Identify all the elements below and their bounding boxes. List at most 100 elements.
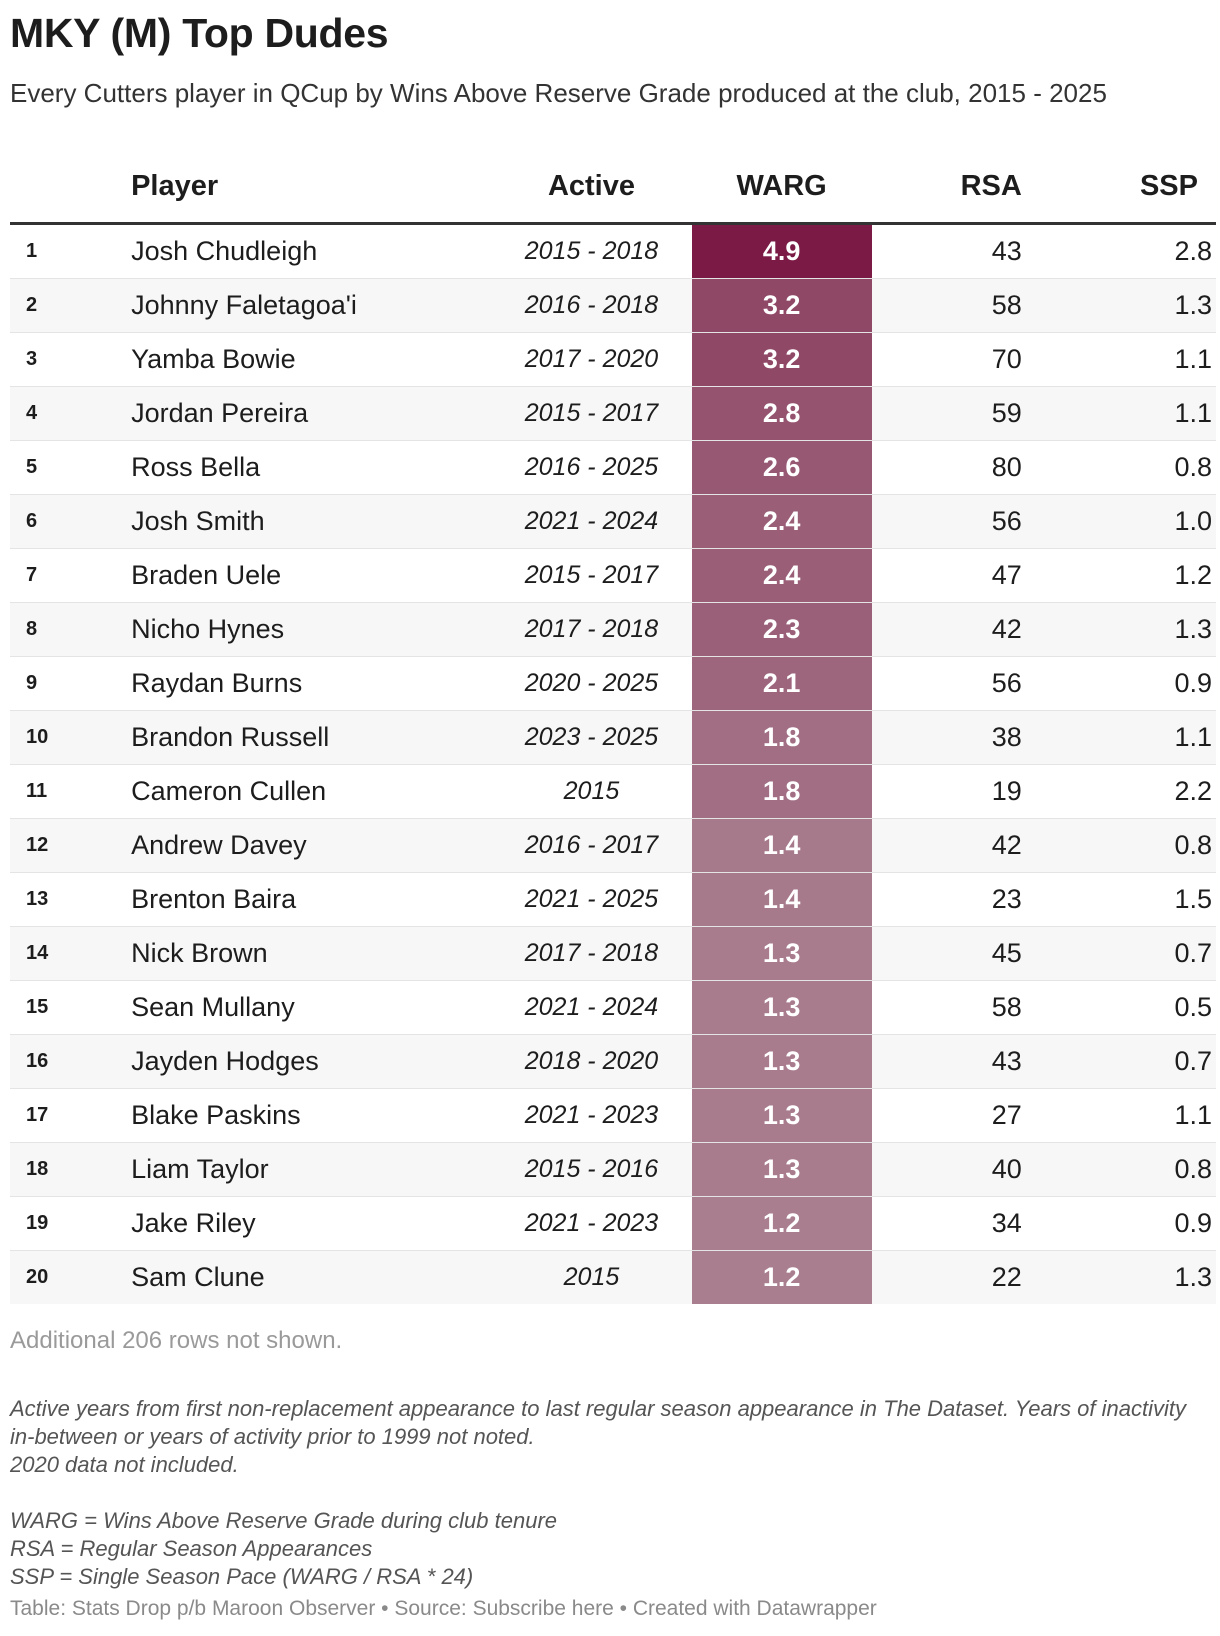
footnotes: Active years from first non-replacement …	[10, 1395, 1216, 1591]
rsa-cell: 80	[871, 440, 1028, 495]
active-cell: 2015 - 2017	[491, 548, 692, 603]
ssp-cell: 1.3	[1027, 1250, 1216, 1304]
rank-cell: 20	[10, 1250, 132, 1304]
rank-cell: 15	[10, 980, 132, 1035]
player-cell: Brandon Russell	[131, 710, 492, 765]
table-row: 10 Brandon Russell 2023 - 2025 1.8 38 1.1	[10, 710, 1216, 765]
rsa-cell: 38	[871, 710, 1028, 765]
rsa-cell: 42	[871, 818, 1028, 873]
rsa-cell: 58	[871, 980, 1028, 1035]
warg-cell: 1.2	[691, 1250, 872, 1304]
warg-cell: 1.3	[691, 1034, 872, 1089]
table-row: 2 Johnny Faletagoa'i 2016 - 2018 3.2 58 1.3	[10, 278, 1216, 333]
player-cell: Ross Bella	[131, 440, 492, 495]
rank-cell: 8	[10, 602, 132, 657]
active-cell: 2016 - 2018	[491, 278, 692, 333]
ssp-cell: 0.9	[1027, 656, 1216, 711]
warg-cell: 1.4	[691, 872, 872, 927]
header-warg[interactable]: WARG	[691, 150, 872, 225]
player-cell: Nick Brown	[131, 926, 492, 981]
rank-cell: 9	[10, 656, 132, 711]
rank-cell: 11	[10, 764, 132, 819]
active-cell: 2015 - 2016	[491, 1142, 692, 1197]
player-cell: Josh Chudleigh	[131, 223, 492, 279]
rank-cell: 13	[10, 872, 132, 927]
active-cell: 2021 - 2023	[491, 1196, 692, 1251]
rank-cell: 17	[10, 1088, 132, 1143]
rsa-cell: 42	[871, 602, 1028, 657]
rank-cell: 2	[10, 278, 132, 333]
warg-cell: 3.2	[691, 332, 872, 387]
player-cell: Liam Taylor	[131, 1142, 492, 1197]
rsa-cell: 40	[871, 1142, 1028, 1197]
table-row: 8 Nicho Hynes 2017 - 2018 2.3 42 1.3	[10, 602, 1216, 657]
rank-cell: 16	[10, 1034, 132, 1089]
ssp-cell: 0.9	[1027, 1196, 1216, 1251]
player-cell: Sean Mullany	[131, 980, 492, 1035]
warg-cell: 2.4	[691, 494, 872, 549]
rsa-cell: 22	[871, 1250, 1028, 1304]
table-row: 9 Raydan Burns 2020 - 2025 2.1 56 0.9	[10, 656, 1216, 711]
active-cell: 2015	[491, 1250, 692, 1304]
active-cell: 2016 - 2025	[491, 440, 692, 495]
header-ssp[interactable]: SSP	[1027, 150, 1216, 225]
warg-cell: 2.8	[691, 386, 872, 441]
ssp-cell: 0.5	[1027, 980, 1216, 1035]
chart-title: MKY (M) Top Dudes	[10, 10, 389, 56]
header-active[interactable]: Active	[491, 150, 692, 225]
rank-cell: 14	[10, 926, 132, 981]
footnote-line: Active years from first non-replacement …	[10, 1396, 1186, 1449]
ssp-cell: 0.8	[1027, 440, 1216, 495]
warg-cell: 2.6	[691, 440, 872, 495]
note-spacer	[10, 1479, 1216, 1507]
warg-cell: 3.2	[691, 278, 872, 333]
active-cell: 2016 - 2017	[491, 818, 692, 873]
table-row: 11 Cameron Cullen 2015 1.8 19 2.2	[10, 764, 1216, 819]
rank-cell: 10	[10, 710, 132, 765]
rsa-cell: 23	[871, 872, 1028, 927]
active-cell: 2021 - 2024	[491, 494, 692, 549]
ssp-cell: 1.3	[1027, 278, 1216, 333]
table-row: 14 Nick Brown 2017 - 2018 1.3 45 0.7	[10, 926, 1216, 981]
active-cell: 2021 - 2023	[491, 1088, 692, 1143]
table-row: 17 Blake Paskins 2021 - 2023 1.3 27 1.1	[10, 1088, 1216, 1143]
player-cell: Jayden Hodges	[131, 1034, 492, 1089]
rank-cell: 12	[10, 818, 132, 873]
warg-cell: 2.1	[691, 656, 872, 711]
active-cell: 2015 - 2017	[491, 386, 692, 441]
rsa-cell: 34	[871, 1196, 1028, 1251]
ssp-cell: 1.3	[1027, 602, 1216, 657]
table-row: 20 Sam Clune 2015 1.2 22 1.3	[10, 1250, 1216, 1304]
table-row: 5 Ross Bella 2016 - 2025 2.6 80 0.8	[10, 440, 1216, 495]
warg-cell: 1.3	[691, 926, 872, 981]
footnote-line: WARG = Wins Above Reserve Grade during c…	[10, 1508, 558, 1533]
rsa-cell: 59	[871, 386, 1028, 441]
player-cell: Jordan Pereira	[131, 386, 492, 441]
table-header-row: Player Active WARG RSA SSP	[10, 150, 1216, 225]
rsa-cell: 19	[871, 764, 1028, 819]
active-cell: 2017 - 2018	[491, 926, 692, 981]
footer-credits: Table: Stats Drop p/b Maroon Observer • …	[10, 1597, 877, 1620]
rsa-cell: 58	[871, 278, 1028, 333]
more-rows-note: Additional 206 rows not shown.	[10, 1327, 343, 1354]
rsa-cell: 47	[871, 548, 1028, 603]
ssp-cell: 1.2	[1027, 548, 1216, 603]
warg-cell: 1.8	[691, 764, 872, 819]
rsa-cell: 27	[871, 1088, 1028, 1143]
table-row: 18 Liam Taylor 2015 - 2016 1.3 40 0.8	[10, 1142, 1216, 1197]
header-player[interactable]: Player	[131, 150, 492, 225]
ssp-cell: 1.1	[1027, 332, 1216, 387]
rank-cell: 1	[10, 223, 132, 279]
ssp-cell: 1.1	[1027, 1088, 1216, 1143]
player-cell: Jake Riley	[131, 1196, 492, 1251]
player-cell: Raydan Burns	[131, 656, 492, 711]
warg-cell: 1.2	[691, 1196, 872, 1251]
player-cell: Blake Paskins	[131, 1088, 492, 1143]
rsa-cell: 43	[871, 223, 1028, 279]
player-cell: Nicho Hynes	[131, 602, 492, 657]
rsa-cell: 56	[871, 494, 1028, 549]
header-rsa[interactable]: RSA	[871, 150, 1028, 225]
chart-subtitle: Every Cutters player in QCup by Wins Abo…	[10, 78, 1107, 108]
rsa-cell: 70	[871, 332, 1028, 387]
active-cell: 2021 - 2024	[491, 980, 692, 1035]
